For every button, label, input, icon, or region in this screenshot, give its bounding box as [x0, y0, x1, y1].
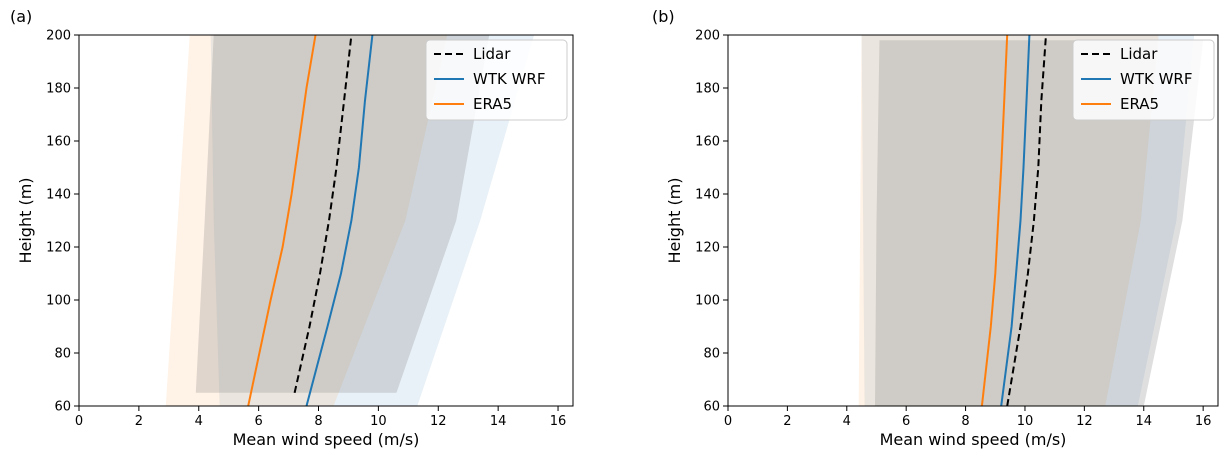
x-axis-label: Mean wind speed (m/s)	[880, 430, 1067, 449]
x-tick-label: 8	[961, 414, 969, 429]
legend-box	[1072, 39, 1215, 121]
band-era5	[165, 35, 448, 406]
legend-label: Lidar	[473, 45, 511, 63]
band-lidar	[875, 40, 1204, 406]
series-line-wtk-wrf	[305, 35, 374, 406]
y-tick-label: 200	[46, 29, 71, 44]
legend-label: ERA5	[473, 95, 512, 113]
y-tick-label: 100	[46, 294, 71, 309]
legend-label: WTK WRF	[1120, 70, 1192, 88]
x-tick-label: 0	[75, 414, 83, 429]
y-tick-label: 60	[703, 400, 720, 415]
legend-label: ERA5	[1120, 95, 1159, 113]
x-tick-label: 12	[430, 414, 447, 429]
x-tick-label: 6	[254, 414, 262, 429]
panel-a: 0 2 4 6 8 10 12 14 16 60 80 100 120 140 160 180 200 Mean …	[10, 7, 574, 449]
y-tick-label: 120	[46, 241, 71, 256]
y-tick-label: 180	[46, 82, 71, 97]
series-line-era5	[247, 35, 317, 406]
y-tick-label: 180	[695, 82, 720, 97]
panel-label: (b)	[652, 7, 675, 26]
axes-frame	[727, 34, 1219, 407]
x-axis-label: Mean wind speed (m/s)	[233, 430, 420, 449]
plot-area	[858, 35, 1204, 406]
y-tick-label: 60	[54, 400, 71, 415]
y-tick-label: 140	[46, 188, 71, 203]
y-tick-label: 160	[695, 135, 720, 150]
x-tick-label: 10	[1017, 414, 1034, 429]
y-tick-label: 120	[695, 241, 720, 256]
legend-label: Lidar	[1120, 45, 1158, 63]
x-tick-label: 16	[550, 414, 567, 429]
x-tick-label: 2	[783, 414, 791, 429]
y-tick-label: 80	[703, 347, 720, 362]
y-tick-label: 80	[54, 347, 71, 362]
series-line-era5	[980, 35, 1009, 406]
x-tick-label: 14	[1135, 414, 1152, 429]
x-tick-label: 2	[135, 414, 143, 429]
x-tick-label: 4	[843, 414, 851, 429]
x-tick-label: 10	[370, 414, 387, 429]
y-tick-label: 100	[695, 294, 720, 309]
band-wtk-wrf	[210, 35, 535, 406]
x-tick-label: 12	[1076, 414, 1093, 429]
y-axis-label: Height (m)	[16, 177, 35, 263]
y-tick-label: 140	[695, 188, 720, 203]
plot-area	[165, 35, 535, 406]
series-line-lidar	[1006, 37, 1047, 406]
series-line-lidar	[293, 35, 353, 394]
band-wtk-wrf	[861, 35, 1195, 406]
axes-frame	[78, 34, 574, 407]
legend: Lidar WTK WRF ERA5	[425, 39, 568, 121]
legend: Lidar WTK WRF ERA5	[1072, 39, 1215, 121]
x-tick-label: 14	[490, 414, 507, 429]
y-tick-label: 200	[695, 29, 720, 44]
x-tick-label: 8	[314, 414, 322, 429]
legend-label: WTK WRF	[473, 70, 545, 88]
y-tick-label: 160	[46, 135, 71, 150]
panel-b: 0 2 4 6 8 10 12 14 16 60 80 100 120 140 160 180 200 Mean …	[652, 7, 1219, 449]
series-line-wtk-wrf	[1000, 35, 1031, 406]
x-tick-label: 6	[902, 414, 910, 429]
y-axis-label: Height (m)	[665, 177, 684, 263]
band-era5	[858, 35, 1159, 406]
x-tick-label: 4	[195, 414, 203, 429]
legend-box	[425, 39, 568, 121]
x-tick-label: 0	[724, 414, 732, 429]
panel-label: (a)	[10, 7, 32, 26]
x-tick-label: 16	[1195, 414, 1212, 429]
